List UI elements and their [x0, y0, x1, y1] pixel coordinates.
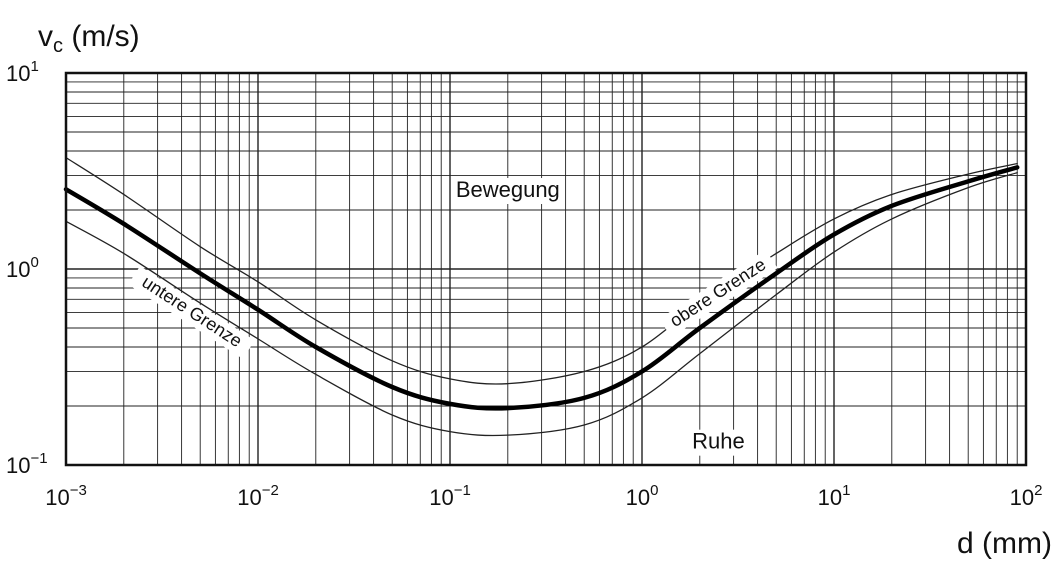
x-tick-base: 10	[626, 485, 650, 510]
annotation-text: Bewegung	[456, 177, 560, 202]
x-tick-exp: 2	[1034, 482, 1042, 499]
x-tick-base: 10	[429, 485, 453, 510]
y-tick-label: 10−1	[6, 450, 48, 478]
annotation-text: obere Grenze	[666, 254, 769, 331]
x-tick-label: 10−1	[429, 482, 471, 510]
y-tick-label: 101	[6, 58, 39, 86]
annotation-bg	[659, 249, 778, 338]
x-tick-base: 10	[818, 485, 842, 510]
x-tick-exp: −3	[70, 482, 87, 499]
annotation-ruhe: Ruhe	[690, 428, 747, 456]
y-axis-label-unit: (m/s)	[63, 20, 140, 53]
x-tick-exp: 0	[650, 482, 658, 499]
annotation-bewegung: Bewegung	[455, 177, 561, 205]
series-line-mean	[63, 165, 1020, 411]
annotation-bg	[455, 178, 561, 205]
series	[63, 156, 1020, 437]
x-tick-exp: −1	[454, 482, 471, 499]
x-tick-base: 10	[1010, 485, 1034, 510]
y-tick-exp: −1	[30, 450, 47, 467]
x-tick-label: 10−2	[237, 482, 279, 510]
x-tick-label: 100	[626, 482, 659, 510]
annotations: Bewegung Ruhe untere Grenze obere Grenze	[128, 177, 778, 456]
x-tick-exp: 1	[842, 482, 850, 499]
y-tick-label: 100	[6, 254, 39, 282]
annotation-bg	[128, 266, 255, 359]
series-line-lower	[65, 172, 1018, 437]
x-tick-label: 101	[818, 482, 851, 510]
plot-frame	[64, 71, 1028, 467]
annotation-text: untere Grenze	[138, 272, 245, 351]
annotation-obere: obere Grenze	[659, 249, 778, 338]
annotation-bg	[690, 429, 747, 456]
series-line-upper	[65, 156, 1018, 385]
y-tick-exp: 1	[30, 58, 38, 75]
y-tick-base: 10	[6, 453, 30, 478]
y-tick-base: 10	[6, 257, 30, 282]
x-tick-label: 102	[1010, 482, 1043, 510]
x-tick-base: 10	[45, 485, 69, 510]
x-axis-label: d (mm)	[957, 527, 1052, 560]
y-tick-exp: 0	[30, 254, 38, 271]
y-axis-label-main: v	[38, 20, 53, 53]
y-axis-label: vc (m/s)	[38, 20, 140, 57]
y-axis-label-sub: c	[53, 35, 63, 57]
y-tick-base: 10	[6, 61, 30, 86]
x-tick-exp: −2	[262, 482, 279, 499]
annotation-text: Ruhe	[692, 428, 745, 453]
x-tick-base: 10	[237, 485, 261, 510]
x-tick-label: 10−3	[45, 482, 87, 510]
